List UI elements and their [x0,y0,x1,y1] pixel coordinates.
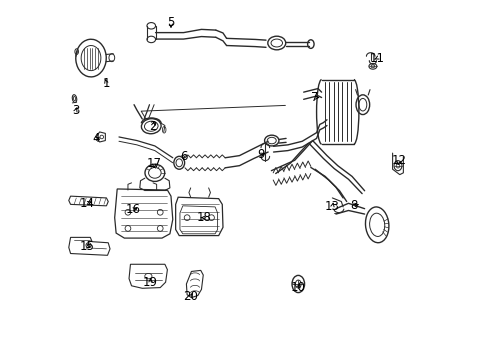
Text: 13: 13 [324,201,339,213]
Text: 14: 14 [80,197,95,210]
Text: 17: 17 [146,157,162,170]
Text: 2: 2 [149,120,157,133]
Text: 5: 5 [167,16,174,29]
Text: 9: 9 [256,148,264,161]
Text: 3: 3 [72,104,80,117]
Text: 20: 20 [183,290,198,303]
Text: 12: 12 [390,154,406,167]
Text: 8: 8 [349,199,357,212]
Text: 16: 16 [125,203,141,216]
Text: 1: 1 [102,77,110,90]
Text: 10: 10 [290,281,305,294]
Text: 11: 11 [369,51,384,64]
Text: 4: 4 [92,132,99,145]
Text: 15: 15 [79,240,94,253]
Text: 18: 18 [197,211,211,224]
Text: 7: 7 [310,91,318,104]
Text: 19: 19 [143,276,158,289]
Text: 6: 6 [180,150,187,163]
